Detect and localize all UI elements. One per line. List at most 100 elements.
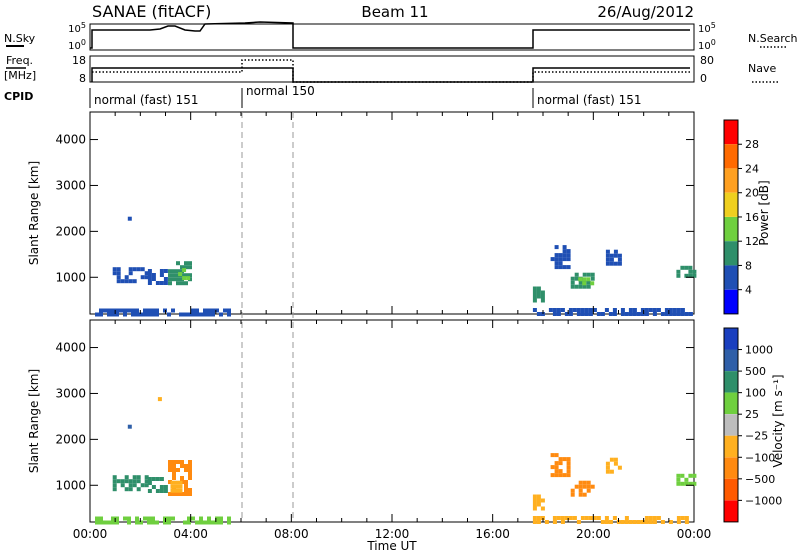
power-cell [566,265,571,270]
power-cell [540,294,545,299]
velocity-cell [628,520,633,524]
power-cell [605,261,610,266]
velocity-cell [172,472,176,476]
power-cell [636,312,641,316]
velocity-cell [566,469,571,474]
velocity-cell [215,516,219,521]
velocity-cell [151,477,156,481]
velocity-cell [180,476,184,480]
velocity-cell [144,475,149,480]
power-cell [155,308,159,313]
velocity-cell [566,457,571,462]
power-cell [613,249,618,254]
power-cell [566,257,571,262]
power-cell [115,308,119,313]
time-axis: 00:00 04:00 08:00 12:00 16:00 20:00 00:00 [73,112,711,541]
velocity-cell [554,461,559,466]
velocity-cell [536,502,541,507]
power-cell [554,253,559,258]
power-cell [532,308,537,312]
velocity-cell [127,424,132,429]
power-cell [664,312,669,316]
velocity-cell [151,485,156,489]
nsky-tick-top: 105 [68,21,86,35]
velocity-cell [676,477,681,482]
power-cell [582,281,587,286]
power-cell [199,312,203,317]
velocity-cell [582,480,587,485]
velocity-cell [199,516,203,521]
velocity-cell [157,397,162,402]
power-cell [103,308,107,313]
power-cell [151,277,156,281]
velocity-cell [612,516,617,520]
power-cell [135,312,139,317]
velocity-cell [135,516,139,521]
power-cell [560,308,565,312]
power-cell [624,312,629,316]
freq-panel: Freq. [MHz] 18 8 80 0 Nave [4,54,778,85]
velocity-cell [558,473,563,478]
power-cell [144,275,149,280]
velocity-cell [620,520,625,524]
power-cell [112,271,117,276]
power-cell [554,265,559,270]
figure-title: SANAE (fitACF) [92,2,211,21]
velocity-colorbar-segment [724,414,738,436]
time-tick-label: 20:00 [576,527,611,541]
power-cell [184,273,188,278]
power-ytick-label: 4000 [55,133,86,147]
velocity-cell [536,498,541,503]
power-cell [99,308,103,313]
power-cell [676,269,681,274]
velocity-cell [127,516,131,521]
velocity-cell [176,492,180,496]
velocity-cell [680,473,685,478]
freq-tick-top: 18 [72,54,86,67]
power-cell [552,308,557,312]
power-cell [184,265,188,270]
power-cell [672,308,677,312]
power-cell [684,265,689,270]
power-cell [107,312,111,317]
velocity-cell [582,492,587,497]
power-cell [188,261,192,266]
velocity-cell [171,516,175,521]
velocity-cell [648,520,653,524]
power-cell [554,261,559,266]
velocity-cell [532,502,537,507]
velocity-cell [605,461,610,466]
velocity-cell [147,520,151,525]
power-cell [203,308,207,313]
velocity-cell [115,516,119,521]
velocity-cell [680,516,685,520]
power-panel: 1000 2000 3000 4000 Slant Range [km] 4 8 12 16… [27,111,771,317]
power-cell [155,312,159,317]
velocity-cell [188,460,192,464]
power-cell [195,308,199,313]
velocity-colorbar-segment [724,500,738,522]
velocity-cell [604,520,609,524]
power-cell [640,312,645,316]
power-cell [223,308,227,313]
nsearch-label: N.Search [748,32,798,45]
power-cell [584,308,589,312]
power-cell [680,265,685,270]
velocity-cell [558,457,563,462]
velocity-cell [168,492,172,496]
power-cell [124,275,129,280]
power-cell [676,273,681,278]
power-cell [684,312,689,316]
power-cell [140,267,145,272]
velocity-cell [174,480,179,485]
velocity-cell [155,520,159,525]
freq-frame [89,55,695,83]
nave-tick-bottom: 0 [700,72,707,85]
power-cell [182,268,187,273]
velocity-cell [99,520,103,525]
velocity-cell [692,481,697,486]
power-cell [617,261,622,266]
velocity-colorbar-tick-label: 500 [745,365,766,378]
power-cell [562,245,567,250]
power-cell [574,284,579,289]
